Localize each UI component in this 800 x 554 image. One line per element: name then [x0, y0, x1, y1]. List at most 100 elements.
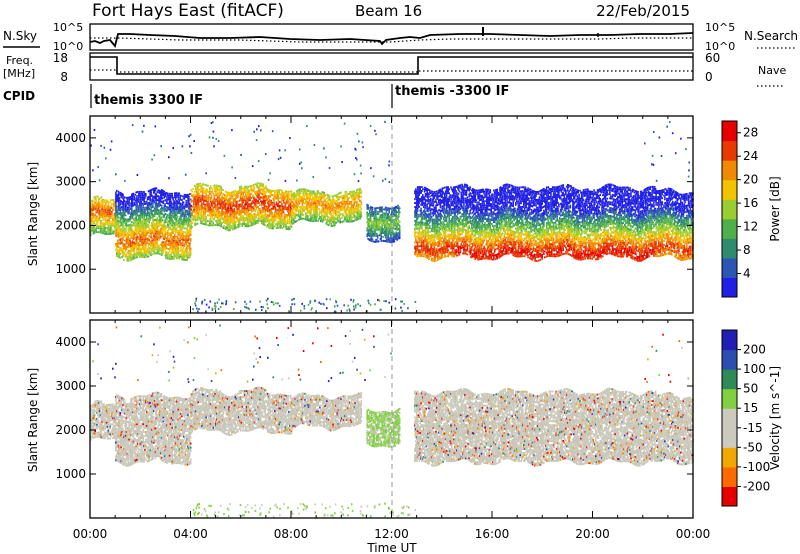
power-cell — [182, 195, 184, 197]
power-cell — [178, 196, 180, 198]
nsearch-label: N.Search — [744, 29, 798, 43]
power-cell — [155, 239, 157, 241]
power-cell — [148, 255, 150, 257]
power-panel: 1000200030004000 Slant Range [km] — [26, 116, 694, 313]
power-cell — [157, 217, 159, 219]
power-cell — [182, 241, 184, 243]
power-cell — [139, 215, 141, 217]
power-cell — [161, 205, 163, 207]
power-cell — [173, 240, 175, 242]
power-cell — [141, 250, 143, 252]
power-cell — [179, 197, 181, 199]
power-cell — [124, 196, 126, 198]
nsky-label: N.Sky — [3, 29, 37, 43]
power-cell — [171, 195, 173, 197]
power-cell — [166, 220, 168, 222]
power-cell — [149, 198, 151, 200]
power-cell — [156, 225, 158, 227]
power-cell — [157, 191, 159, 193]
power-cell — [180, 232, 182, 234]
power-cell — [137, 228, 139, 230]
power-cell — [120, 204, 122, 206]
nave-label: Nave — [758, 64, 786, 77]
power-cell — [144, 211, 146, 213]
power-cell — [149, 212, 151, 214]
cpid-row: CPID themis 3300 IF themis -3300 IF — [3, 84, 509, 108]
power-cell — [172, 199, 174, 201]
power-cell — [167, 193, 169, 195]
power-cell — [149, 235, 151, 237]
power-cell — [180, 246, 182, 248]
power-cell — [158, 229, 160, 231]
power-cell — [142, 207, 144, 209]
power-cell — [155, 189, 157, 191]
power-cell — [156, 197, 158, 199]
power-cell — [167, 214, 169, 216]
power-cell — [178, 194, 180, 196]
power-cell — [106, 202, 108, 204]
power-cell — [170, 236, 172, 238]
station-title: Fort Hays East (fitACF) — [92, 1, 284, 21]
power-cell — [100, 216, 102, 218]
power-cell — [142, 219, 144, 221]
power-cell — [103, 219, 105, 221]
power-cell — [126, 248, 128, 250]
power-cell — [147, 248, 149, 250]
power-cell — [180, 211, 182, 213]
power-cell — [135, 245, 137, 247]
power-cell — [109, 231, 111, 233]
power-cell — [172, 250, 174, 252]
power-cell — [148, 232, 150, 234]
power-cell — [170, 199, 172, 201]
power-cell — [176, 210, 178, 212]
power-cell — [157, 243, 159, 245]
power-cell — [169, 215, 171, 217]
power-cell — [96, 217, 98, 219]
power-cell — [105, 227, 107, 229]
power-cell — [134, 236, 136, 238]
power-cell — [136, 235, 138, 237]
power-cell — [157, 229, 159, 231]
power-cell — [176, 220, 178, 222]
power-cell — [171, 234, 173, 236]
power-cell — [154, 207, 156, 209]
power-cell — [125, 228, 127, 230]
power-cell — [105, 209, 107, 211]
power-cell — [138, 197, 140, 199]
power-cell — [98, 231, 100, 233]
power-cell — [110, 221, 112, 223]
power-cell — [160, 236, 162, 238]
power-cell — [142, 209, 144, 211]
power-cell — [165, 225, 167, 227]
power-cell — [173, 258, 175, 260]
power-cell — [177, 216, 179, 218]
power-cell — [158, 245, 160, 247]
power-cell — [104, 207, 106, 209]
power-cell — [143, 248, 145, 250]
power-cell — [123, 226, 125, 228]
power-cell — [143, 191, 145, 193]
power-cell — [101, 205, 103, 207]
power-cell — [180, 248, 182, 250]
power-cell — [180, 254, 182, 256]
power-cell — [168, 242, 170, 244]
power-cell — [166, 251, 168, 253]
power-cell — [115, 217, 117, 219]
power-cell — [125, 256, 127, 258]
power-cell — [164, 191, 166, 193]
power-cell — [172, 214, 174, 216]
power-cell — [96, 211, 98, 213]
power-cell — [170, 213, 172, 215]
power-cell — [136, 231, 138, 233]
power-cell — [178, 246, 180, 248]
freq-panel: Freq. [MHz] 18 8 60 0 Nave — [3, 51, 786, 86]
power-cell — [104, 213, 106, 215]
power-cell — [143, 254, 145, 256]
power-cell — [100, 224, 102, 226]
power-cell — [147, 230, 149, 232]
power-cell — [178, 250, 180, 252]
power-cell — [174, 254, 176, 256]
power-cell — [158, 196, 160, 198]
power-cell — [156, 193, 158, 195]
power-cell — [142, 221, 144, 223]
